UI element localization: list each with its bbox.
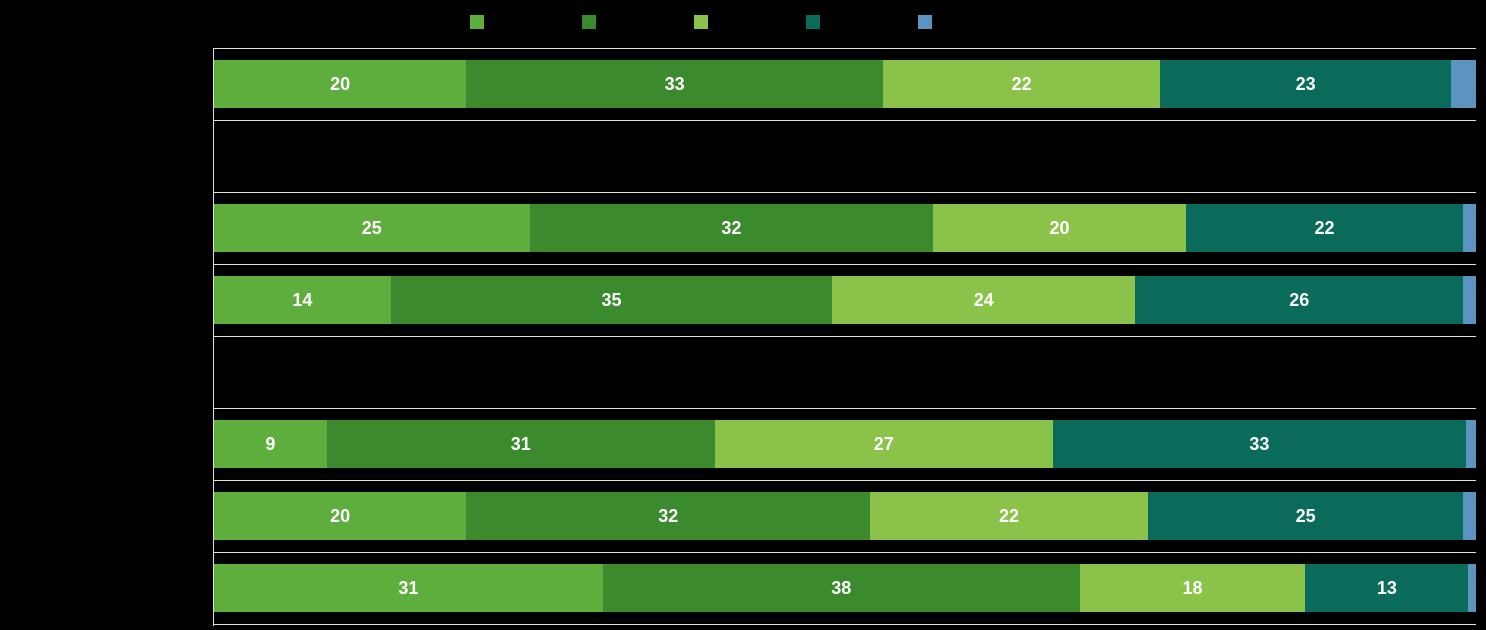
bar-segment: [1468, 564, 1476, 612]
bar-segment: 24: [832, 276, 1135, 324]
bar-segment: 32: [466, 492, 870, 540]
bar-segment: 14: [214, 276, 391, 324]
bar-segment: 18: [1080, 564, 1306, 612]
grid-tick: [213, 192, 1476, 193]
legend-item: [806, 15, 828, 29]
bar-row: 20 32 22 25: [214, 492, 1476, 540]
bar-segment: 9: [214, 420, 327, 468]
bar-segment: 38: [603, 564, 1080, 612]
bar-segment: 27: [715, 420, 1053, 468]
bar-row: 9 31 27 33: [214, 420, 1476, 468]
grid-tick: [213, 624, 1476, 625]
bar-segment: 20: [933, 204, 1185, 252]
legend-swatch: [582, 15, 596, 29]
bar-segment: 35: [391, 276, 833, 324]
legend-swatch: [806, 15, 820, 29]
bar-segment: 32: [530, 204, 934, 252]
bar-value-label: 9: [265, 434, 275, 455]
bar-value-label: 22: [1012, 74, 1032, 95]
bar-value-label: 38: [831, 578, 851, 599]
bar-value-label: 27: [874, 434, 894, 455]
grid-tick: [213, 48, 1476, 49]
bar-value-label: 13: [1377, 578, 1397, 599]
bar-value-label: 23: [1296, 74, 1316, 95]
bar-value-label: 26: [1289, 290, 1309, 311]
bar-segment: 33: [1053, 420, 1466, 468]
grid-tick: [213, 408, 1476, 409]
legend-swatch: [694, 15, 708, 29]
bar-segment: 22: [883, 60, 1161, 108]
bar-row: 20 33 22 23: [214, 60, 1476, 108]
legend-item: [470, 15, 492, 29]
bar-segment: [1466, 420, 1476, 468]
bar-segment: 33: [466, 60, 882, 108]
bar-value-label: 32: [721, 218, 741, 239]
bar-segment: 31: [214, 564, 603, 612]
legend-item: [918, 15, 940, 29]
grid-tick: [213, 264, 1476, 265]
bar-value-label: 33: [665, 74, 685, 95]
bar-segment: 20: [214, 492, 466, 540]
bar-segment: 20: [214, 60, 466, 108]
bar-segment: 22: [1186, 204, 1464, 252]
bar-segment: [1463, 276, 1476, 324]
stacked-bar-chart: 20 33 22 23 25 32 20 22 14 35 24 26 9 31 27 33 20 32 22 25 3…: [0, 0, 1486, 630]
bar-segment: 25: [1148, 492, 1464, 540]
bar-value-label: 20: [330, 506, 350, 527]
grid-tick: [213, 336, 1476, 337]
bar-segment: [1451, 60, 1476, 108]
legend-item: [582, 15, 604, 29]
bar-value-label: 25: [1296, 506, 1316, 527]
bar-value-label: 22: [1315, 218, 1335, 239]
bar-segment: [1463, 204, 1476, 252]
grid-tick: [213, 552, 1476, 553]
legend-item: [694, 15, 716, 29]
bar-value-label: 22: [999, 506, 1019, 527]
bar-value-label: 25: [362, 218, 382, 239]
bar-value-label: 31: [511, 434, 531, 455]
bar-segment: [1463, 492, 1476, 540]
bar-value-label: 32: [658, 506, 678, 527]
bar-value-label: 35: [602, 290, 622, 311]
bar-segment: 25: [214, 204, 530, 252]
grid-tick: [213, 120, 1476, 121]
legend-swatch: [918, 15, 932, 29]
bar-segment: 23: [1160, 60, 1450, 108]
bar-row: 14 35 24 26: [214, 276, 1476, 324]
bar-value-label: 20: [330, 74, 350, 95]
bar-row: 25 32 20 22: [214, 204, 1476, 252]
grid-tick: [213, 480, 1476, 481]
bar-value-label: 31: [398, 578, 418, 599]
bar-segment: 22: [870, 492, 1148, 540]
bar-row: 31 38 18 13: [214, 564, 1476, 612]
bar-value-label: 24: [974, 290, 994, 311]
bar-segment: 13: [1305, 564, 1468, 612]
bar-segment: 31: [327, 420, 715, 468]
bar-value-label: 18: [1182, 578, 1202, 599]
bar-value-label: 14: [292, 290, 312, 311]
legend-swatch: [470, 15, 484, 29]
bar-segment: 26: [1135, 276, 1463, 324]
bar-value-label: 20: [1050, 218, 1070, 239]
legend: [470, 15, 940, 29]
plot-area: 20 33 22 23 25 32 20 22 14 35 24 26 9 31 27 33 20 32 22 25 3…: [213, 48, 1476, 626]
bar-value-label: 33: [1249, 434, 1269, 455]
